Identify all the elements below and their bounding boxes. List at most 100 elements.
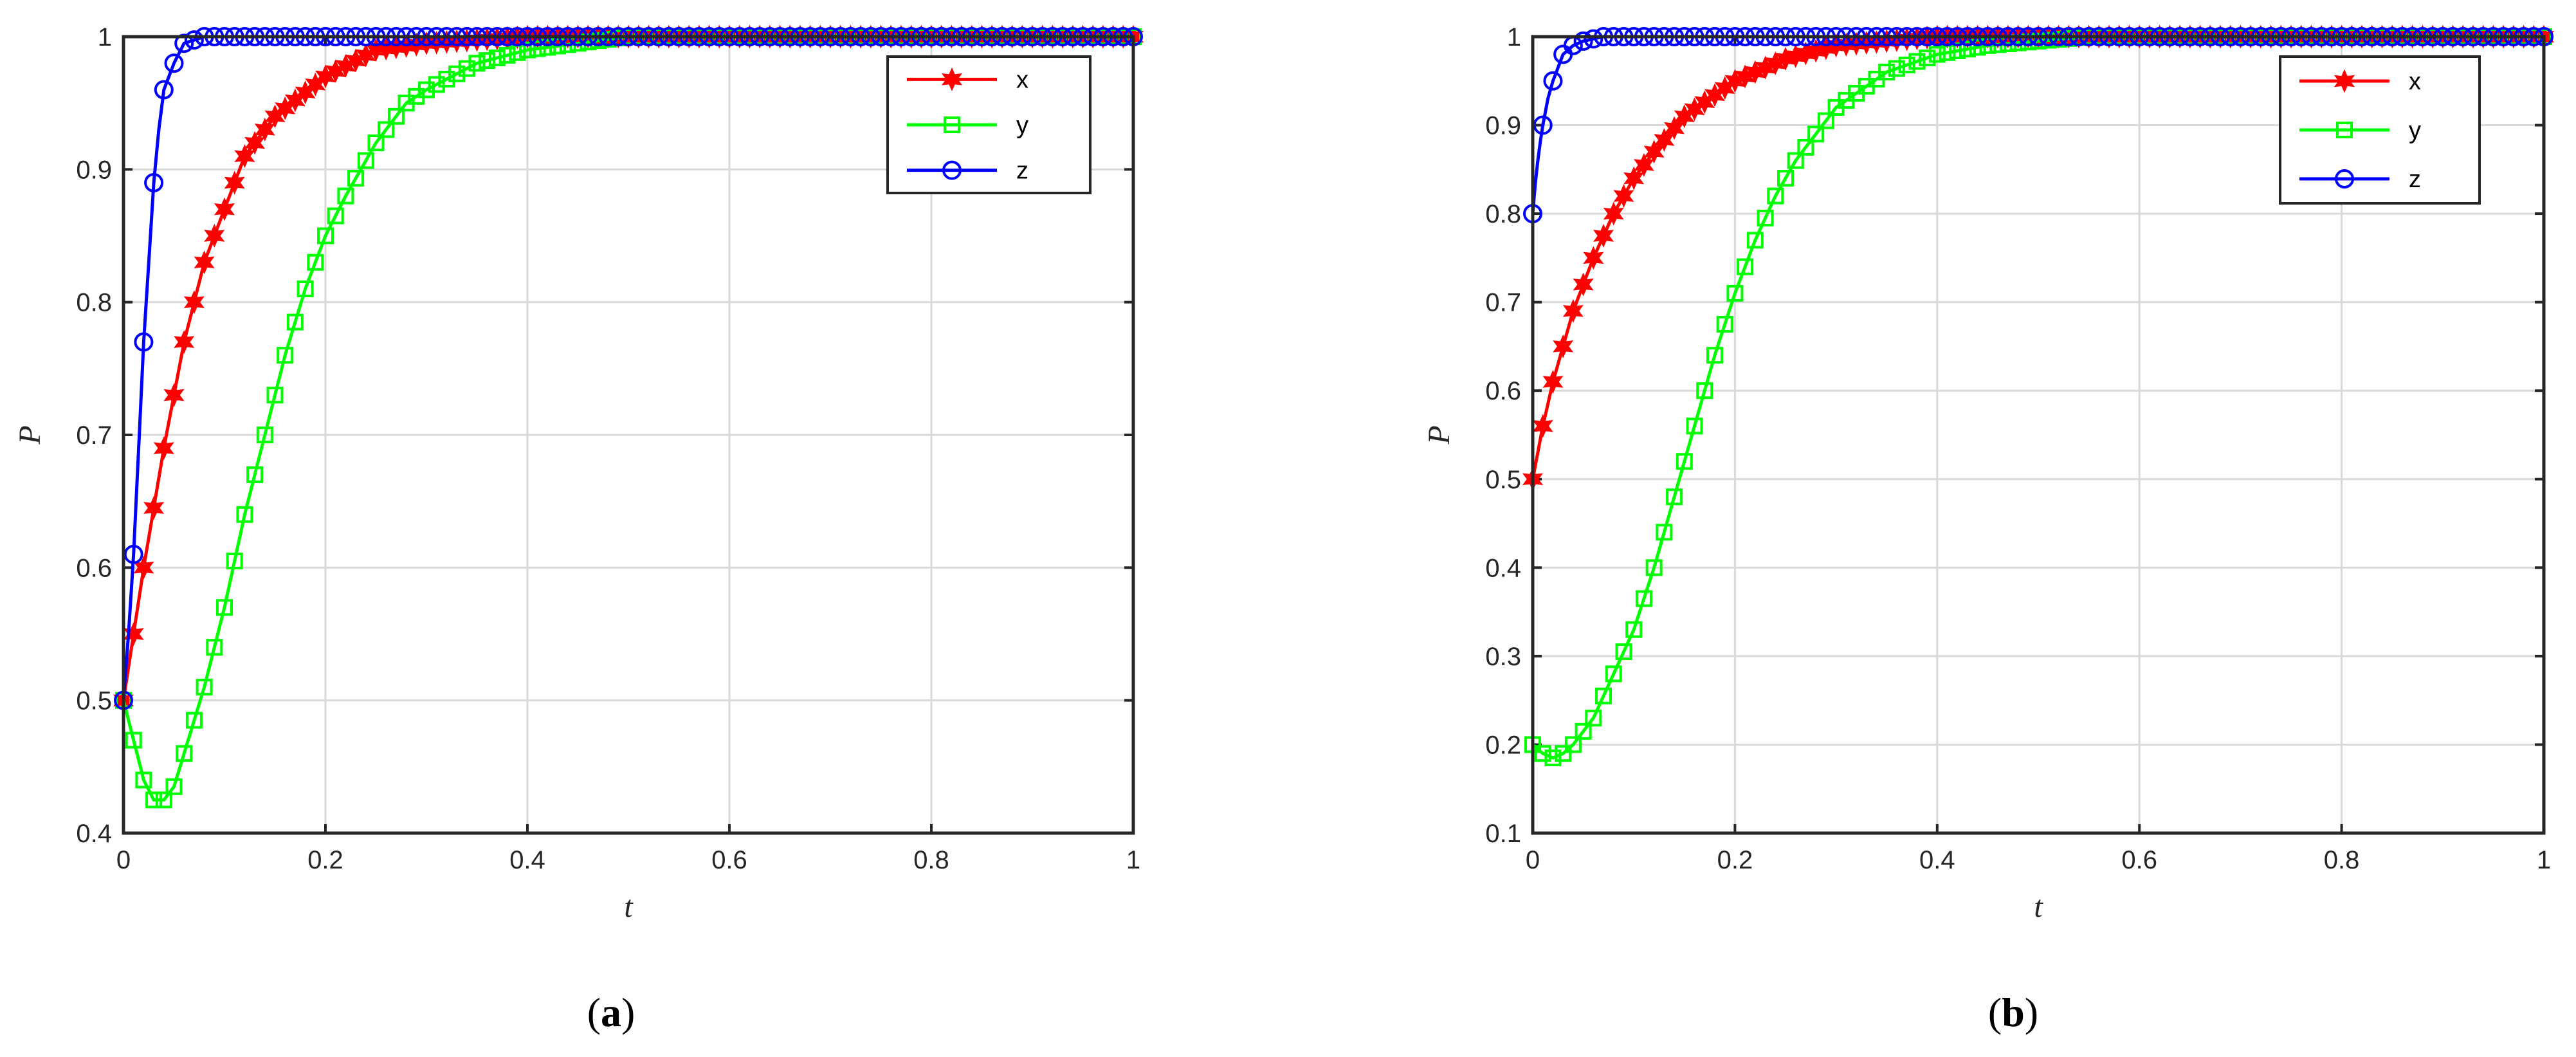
- data-point-y: [488, 50, 506, 67]
- y-tick-label: 0.4: [76, 820, 112, 848]
- x-tick-label: 0.6: [711, 846, 747, 874]
- data-point-y: [297, 280, 314, 298]
- data-point-y: [1716, 316, 1733, 333]
- panel-label: (a): [587, 989, 635, 1035]
- data-point-y: [1696, 382, 1713, 400]
- data-point-y: [286, 313, 304, 331]
- data-point-y: [165, 778, 183, 795]
- y-tick-label: 0.5: [76, 687, 112, 715]
- x-axis-label: t: [624, 890, 634, 924]
- data-point-z: [1543, 71, 1563, 91]
- y-tick-label: 1: [98, 23, 112, 51]
- data-point-y: [1564, 736, 1582, 753]
- data-point-x: [153, 436, 174, 461]
- y-tick-label: 0.1: [1485, 820, 1521, 848]
- data-point-y: [1645, 559, 1663, 576]
- data-point-y: [428, 76, 445, 93]
- data-point-y: [125, 731, 142, 749]
- data-point-z: [1533, 115, 1553, 135]
- data-point-y: [185, 712, 203, 729]
- data-point-y: [1817, 112, 1834, 129]
- data-point-y: [1686, 418, 1703, 435]
- data-point-z: [174, 33, 194, 53]
- x-tick-label: 0.8: [2324, 846, 2360, 874]
- y-tick-label: 0.5: [1485, 466, 1521, 494]
- data-point-y: [256, 427, 273, 443]
- legend: xyz: [2279, 55, 2481, 205]
- data-point-y: [458, 60, 475, 77]
- y-tick-label: 0.4: [1485, 554, 1521, 582]
- x-axis-label: t: [2034, 890, 2043, 924]
- data-point-y: [155, 791, 172, 809]
- legend-label-z: z: [2409, 166, 2421, 193]
- data-point-y: [246, 466, 264, 483]
- legend-marker-x: [2334, 69, 2355, 93]
- data-point-y: [327, 207, 344, 225]
- data-point-y: [367, 134, 385, 152]
- data-point-y: [479, 52, 496, 69]
- y-tick-label: 0.8: [1485, 200, 1521, 228]
- data-point-y: [1534, 745, 1551, 762]
- data-point-x: [1562, 299, 1584, 323]
- legend-marker-y: [2336, 122, 2353, 138]
- data-point-y: [357, 152, 374, 169]
- data-point-y: [378, 121, 395, 138]
- y-tick-label: 0.8: [76, 289, 112, 317]
- data-point-y: [387, 107, 405, 125]
- data-point-x: [1603, 201, 1624, 226]
- data-point-y: [1787, 152, 1804, 169]
- y-tick-label: 0.3: [1485, 643, 1521, 671]
- legend-label-x: x: [2409, 68, 2421, 95]
- data-point-y: [266, 387, 284, 404]
- data-point-y: [1666, 488, 1683, 506]
- data-point-y: [1615, 643, 1632, 661]
- x-tick-label: 0: [116, 846, 131, 874]
- y-tick-label: 0.6: [76, 554, 112, 582]
- data-point-y: [1726, 284, 1744, 302]
- data-point-y: [1919, 50, 1936, 67]
- data-point-z: [184, 30, 204, 50]
- data-point-y: [1928, 46, 1946, 63]
- data-point-y: [1959, 41, 1976, 58]
- data-point-y: [1656, 524, 1673, 541]
- data-point-y: [1797, 138, 1814, 156]
- data-point-y: [448, 65, 466, 82]
- legend-marker-z: [942, 160, 962, 180]
- data-point-z: [123, 544, 143, 564]
- data-point-z: [134, 332, 154, 352]
- legend-label-x: x: [1016, 66, 1028, 93]
- data-point-y: [337, 187, 354, 205]
- data-point-y: [1625, 621, 1643, 638]
- data-point-y: [1969, 39, 1986, 56]
- data-point-z: [1573, 31, 1593, 51]
- data-point-z: [1584, 29, 1603, 49]
- plot-frame: [1531, 35, 2546, 835]
- x-tick-label: 0: [1526, 846, 1540, 874]
- data-point-x: [183, 290, 205, 315]
- data-point-x: [224, 170, 245, 195]
- data-point-y: [317, 227, 334, 244]
- data-point-x: [163, 383, 185, 407]
- plot-frame: [122, 35, 1135, 835]
- y-axis-label: P: [1422, 425, 1456, 445]
- y-tick-label: 0.7: [76, 421, 112, 450]
- y-tick-label: 0.9: [1485, 112, 1521, 140]
- data-point-x: [1542, 370, 1564, 394]
- data-point-x: [143, 496, 165, 520]
- legend-label-z: z: [1016, 158, 1028, 185]
- data-point-y: [1676, 453, 1693, 470]
- data-point-z: [144, 172, 164, 192]
- data-point-z: [154, 80, 174, 100]
- data-point-y: [1767, 187, 1784, 205]
- data-point-x: [1553, 334, 1574, 358]
- data-point-y: [1585, 710, 1602, 727]
- data-point-x: [1593, 224, 1614, 248]
- data-point-y: [529, 40, 546, 57]
- data-point-y: [498, 46, 516, 64]
- data-point-y: [1555, 745, 1572, 762]
- data-point-y: [216, 599, 233, 616]
- data-point-y: [196, 679, 213, 696]
- legend-marker-z: [2335, 169, 2354, 188]
